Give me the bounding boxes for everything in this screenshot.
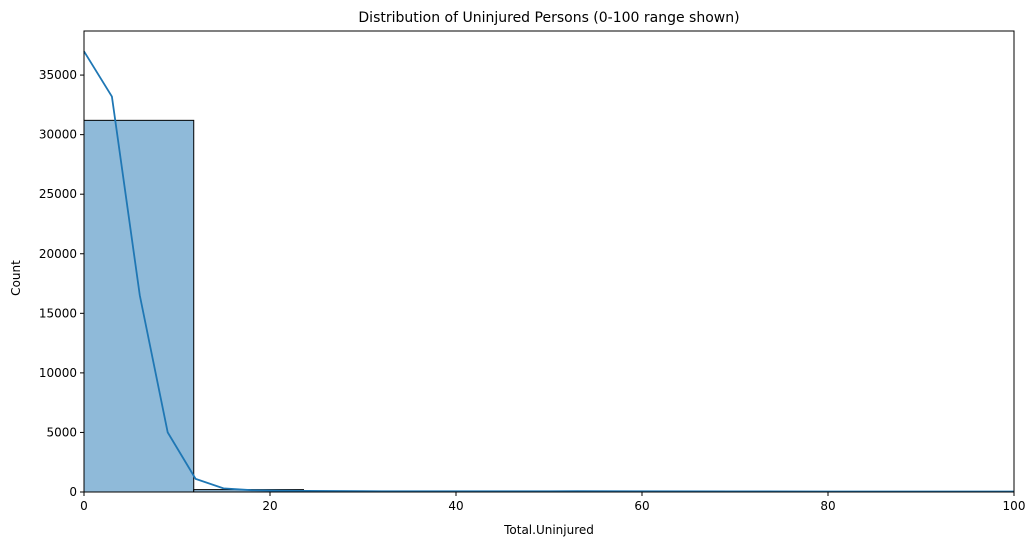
x-axis: 0 20 40 60 80 100 bbox=[80, 492, 1025, 513]
x-tick-label: 100 bbox=[1003, 499, 1026, 513]
x-tick-label: 80 bbox=[820, 499, 835, 513]
y-axis: 0 5000 10000 15000 20000 25000 30000 35000 bbox=[39, 68, 84, 499]
y-tick-label: 5000 bbox=[46, 425, 77, 439]
y-tick-label: 10000 bbox=[39, 366, 77, 380]
y-tick-label: 0 bbox=[69, 485, 77, 499]
plot-area bbox=[83, 30, 1015, 493]
x-tick-label: 0 bbox=[80, 499, 88, 513]
y-tick-label: 35000 bbox=[39, 68, 77, 82]
kde-line bbox=[83, 50, 1014, 493]
y-tick-label: 25000 bbox=[39, 187, 77, 201]
histogram-bar-0 bbox=[83, 119, 195, 493]
y-tick-label: 15000 bbox=[39, 306, 77, 320]
y-axis-label: Count bbox=[9, 260, 23, 296]
histogram-bars bbox=[83, 119, 1015, 493]
x-tick-label: 60 bbox=[634, 499, 649, 513]
x-tick-label: 20 bbox=[262, 499, 277, 513]
plot-frame bbox=[83, 30, 1015, 493]
y-tick-label: 20000 bbox=[39, 247, 77, 261]
y-tick-label: 30000 bbox=[39, 128, 77, 142]
x-axis-label: Total.Uninjured bbox=[503, 523, 594, 537]
x-tick-label: 40 bbox=[448, 499, 463, 513]
chart-title: Distribution of Uninjured Persons (0-100… bbox=[358, 10, 739, 26]
